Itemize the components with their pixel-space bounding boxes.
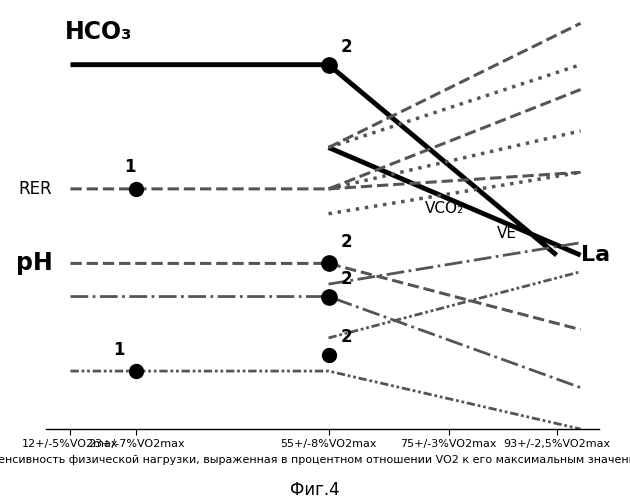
Text: VCO₂: VCO₂ xyxy=(425,202,464,216)
Text: VE: VE xyxy=(496,226,517,241)
Text: La: La xyxy=(581,245,610,265)
X-axis label: Интенсивность физической нагрузки, выраженная в процентном отношении VO2 к его м: Интенсивность физической нагрузки, выраж… xyxy=(0,455,630,465)
Text: RER: RER xyxy=(19,180,52,198)
Text: pH: pH xyxy=(16,252,52,276)
Text: HCO₃: HCO₃ xyxy=(64,20,132,44)
Text: 2: 2 xyxy=(341,233,352,251)
Text: Фиг.4: Фиг.4 xyxy=(290,481,340,499)
Text: 2: 2 xyxy=(341,38,352,56)
Text: 1: 1 xyxy=(125,158,136,176)
Text: 2: 2 xyxy=(341,270,352,288)
Text: 2: 2 xyxy=(341,328,352,346)
Text: 1: 1 xyxy=(113,340,125,358)
